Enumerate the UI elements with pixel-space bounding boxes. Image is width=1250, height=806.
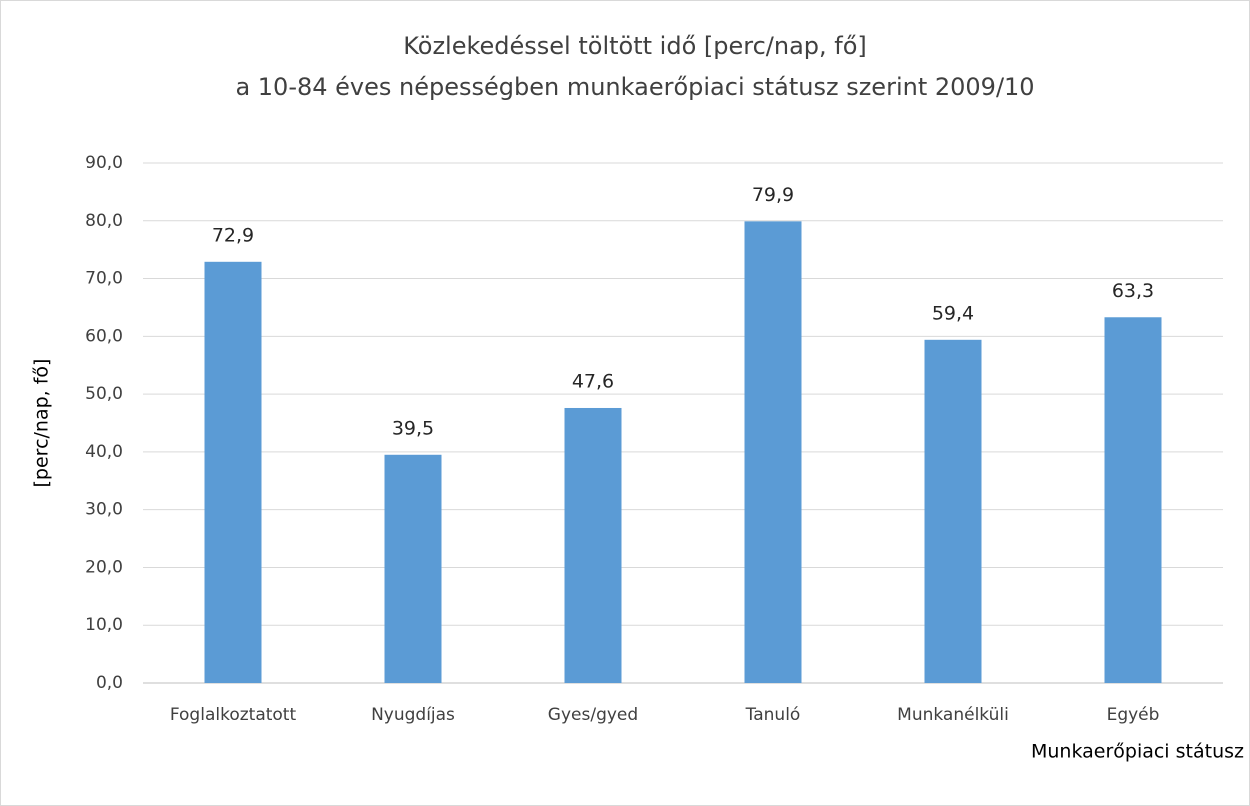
bar bbox=[744, 221, 802, 683]
data-label: 59,4 bbox=[932, 302, 974, 324]
y-tick-label: 60,0 bbox=[85, 326, 123, 346]
x-tick-label: Gyes/gyed bbox=[548, 705, 638, 725]
chart-title: Közlekedéssel töltött idő [perc/nap, fő] bbox=[403, 32, 867, 60]
data-label: 79,9 bbox=[752, 184, 794, 206]
x-tick-label: Egyéb bbox=[1107, 705, 1160, 725]
x-tick-label: Munkanélküli bbox=[897, 705, 1009, 725]
chart-subtitle: a 10-84 éves népességben munkaerőpiaci s… bbox=[235, 73, 1034, 101]
x-tick-label: Tanuló bbox=[745, 705, 801, 725]
x-tick-label: Foglalkoztatott bbox=[170, 705, 297, 725]
data-label: 63,3 bbox=[1112, 280, 1154, 302]
data-label: 47,6 bbox=[572, 370, 614, 392]
bar bbox=[204, 261, 262, 683]
bar bbox=[924, 339, 982, 683]
x-axis-title: Munkaerőpiaci státusz bbox=[1031, 741, 1244, 763]
y-tick-label: 80,0 bbox=[85, 211, 123, 231]
data-label: 72,9 bbox=[212, 224, 254, 246]
bar bbox=[384, 454, 442, 683]
y-tick-label: 90,0 bbox=[85, 153, 123, 173]
bar bbox=[564, 407, 622, 683]
y-tick-label: 40,0 bbox=[85, 442, 123, 462]
y-tick-label: 30,0 bbox=[85, 500, 123, 520]
y-tick-label: 20,0 bbox=[85, 557, 123, 577]
x-tick-label: Nyugdíjas bbox=[371, 705, 455, 725]
y-axis-title: [perc/nap, fő] bbox=[31, 359, 53, 488]
y-tick-label: 10,0 bbox=[85, 615, 123, 635]
y-tick-label: 50,0 bbox=[85, 384, 123, 404]
y-tick-label: 0,0 bbox=[96, 673, 123, 693]
y-tick-label: 70,0 bbox=[85, 269, 123, 289]
data-label: 39,5 bbox=[392, 417, 434, 439]
bar bbox=[1104, 317, 1162, 683]
